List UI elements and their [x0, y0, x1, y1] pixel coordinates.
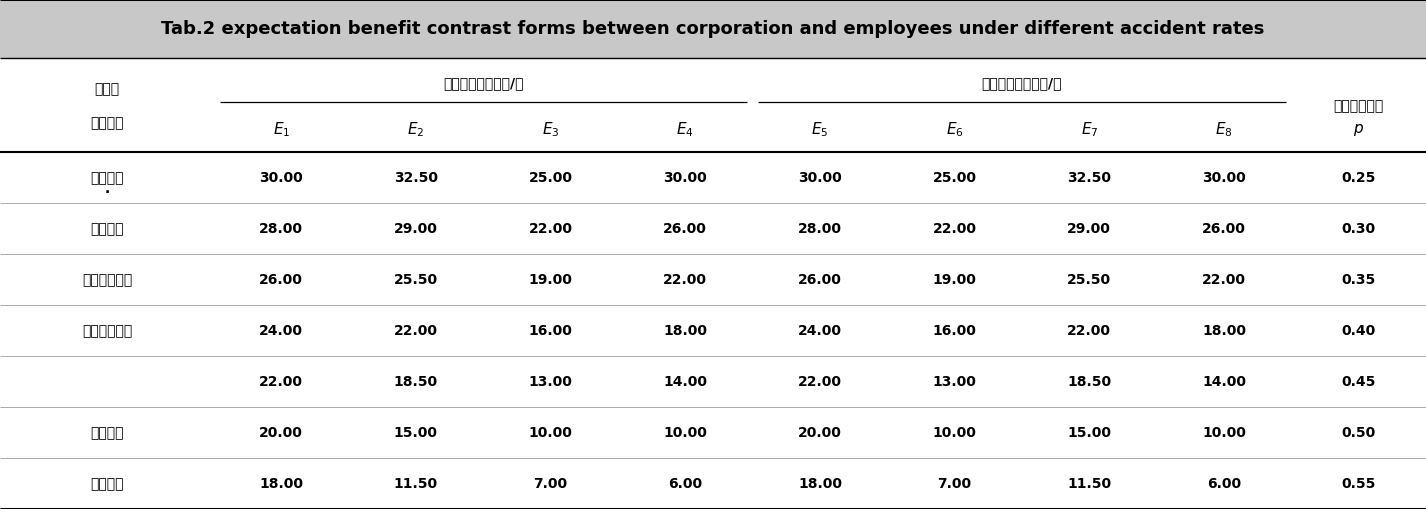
Text: $E_7$: $E_7$ — [1081, 121, 1098, 139]
Text: 26.00: 26.00 — [663, 222, 707, 236]
Text: 20.00: 20.00 — [260, 426, 304, 440]
Text: 违章生产: 违章生产 — [90, 222, 124, 236]
Text: 14.00: 14.00 — [663, 375, 707, 389]
Text: 6.00: 6.00 — [1206, 476, 1241, 491]
Text: 13.00: 13.00 — [933, 375, 977, 389]
Text: $E_4$: $E_4$ — [676, 121, 694, 139]
Text: 30.00: 30.00 — [663, 171, 707, 185]
Text: 30.00: 30.00 — [799, 171, 841, 185]
Text: 25.50: 25.50 — [394, 273, 438, 287]
Text: 28.00: 28.00 — [799, 222, 841, 236]
Text: 18.50: 18.50 — [1067, 375, 1111, 389]
Text: 职工偏好: 职工偏好 — [90, 426, 124, 440]
Text: 26.00: 26.00 — [799, 273, 841, 287]
Text: 22.00: 22.00 — [1202, 273, 1246, 287]
Text: 30.00: 30.00 — [1202, 171, 1246, 185]
Text: 11.50: 11.50 — [1067, 476, 1111, 491]
Text: Tab.2 expectation benefit contrast forms between corporation and employees under: Tab.2 expectation benefit contrast forms… — [161, 20, 1265, 38]
Text: 职工俥幸: 职工俥幸 — [90, 171, 124, 185]
Text: 25.50: 25.50 — [1067, 273, 1111, 287]
Text: 0.40: 0.40 — [1342, 324, 1376, 338]
Text: 14.00: 14.00 — [1202, 375, 1246, 389]
Text: 19.00: 19.00 — [529, 273, 572, 287]
Text: 好受企业影响: 好受企业影响 — [81, 324, 133, 338]
Text: 20.00: 20.00 — [799, 426, 841, 440]
Text: 26.00: 26.00 — [1202, 222, 1246, 236]
Text: 0.55: 0.55 — [1342, 476, 1376, 491]
Text: 10.00: 10.00 — [933, 426, 977, 440]
Text: 10.00: 10.00 — [1202, 426, 1246, 440]
Text: 0.50: 0.50 — [1342, 426, 1376, 440]
Text: 16.00: 16.00 — [933, 324, 977, 338]
Text: 15.00: 15.00 — [394, 426, 438, 440]
Text: $E_2$: $E_2$ — [408, 121, 425, 139]
Text: $p$: $p$ — [1353, 122, 1365, 138]
Text: 企业数学期望效益/元: 企业数学期望效益/元 — [981, 76, 1062, 90]
Text: 25.00: 25.00 — [529, 171, 573, 185]
Text: $E_6$: $E_6$ — [945, 121, 964, 139]
Text: 0.45: 0.45 — [1342, 375, 1376, 389]
Text: 32.50: 32.50 — [1067, 171, 1111, 185]
Text: 22.00: 22.00 — [799, 375, 841, 389]
Text: 18.00: 18.00 — [799, 476, 841, 491]
Text: 职工的行为偏: 职工的行为偏 — [81, 273, 133, 287]
Text: 22.00: 22.00 — [663, 273, 707, 287]
Text: 30.00: 30.00 — [260, 171, 304, 185]
Text: 6.00: 6.00 — [669, 476, 703, 491]
Text: 25.00: 25.00 — [933, 171, 977, 185]
Text: 0.30: 0.30 — [1342, 222, 1376, 236]
Text: 7.00: 7.00 — [533, 476, 568, 491]
Text: 7.00: 7.00 — [937, 476, 971, 491]
Text: $E_8$: $E_8$ — [1215, 121, 1233, 139]
Text: 职工数学期望效益/元: 职工数学期望效益/元 — [443, 76, 523, 90]
Text: 职工与: 职工与 — [94, 81, 120, 96]
Text: 28.00: 28.00 — [260, 222, 304, 236]
Text: ·: · — [104, 185, 110, 200]
Text: 19.00: 19.00 — [933, 273, 977, 287]
Text: 10.00: 10.00 — [529, 426, 572, 440]
Text: 13.00: 13.00 — [529, 375, 572, 389]
Text: 18.00: 18.00 — [663, 324, 707, 338]
Text: 22.00: 22.00 — [529, 222, 573, 236]
Text: 18.00: 18.00 — [260, 476, 304, 491]
Text: 22.00: 22.00 — [394, 324, 438, 338]
Text: 18.00: 18.00 — [1202, 324, 1246, 338]
Text: 24.00: 24.00 — [799, 324, 841, 338]
Text: 22.00: 22.00 — [1067, 324, 1111, 338]
Text: 29.00: 29.00 — [1068, 222, 1111, 236]
Text: 22.00: 22.00 — [260, 375, 304, 389]
Text: 29.00: 29.00 — [394, 222, 438, 236]
Text: 企业博弈: 企业博弈 — [90, 116, 124, 130]
Text: 24.00: 24.00 — [260, 324, 304, 338]
Text: $E_5$: $E_5$ — [811, 121, 829, 139]
Text: 32.50: 32.50 — [394, 171, 438, 185]
Text: 发生事故概率: 发生事故概率 — [1333, 99, 1383, 112]
Text: $E_3$: $E_3$ — [542, 121, 559, 139]
Text: 18.50: 18.50 — [394, 375, 438, 389]
Text: 10.00: 10.00 — [663, 426, 707, 440]
Text: 0.25: 0.25 — [1342, 171, 1376, 185]
Text: 22.00: 22.00 — [933, 222, 977, 236]
Text: 16.00: 16.00 — [529, 324, 572, 338]
Text: 安全生产: 安全生产 — [90, 476, 124, 491]
Text: 26.00: 26.00 — [260, 273, 304, 287]
Text: 11.50: 11.50 — [394, 476, 438, 491]
Bar — [0, 0, 1426, 59]
Text: 0.35: 0.35 — [1342, 273, 1376, 287]
Text: 15.00: 15.00 — [1067, 426, 1111, 440]
Text: $E_1$: $E_1$ — [272, 121, 289, 139]
